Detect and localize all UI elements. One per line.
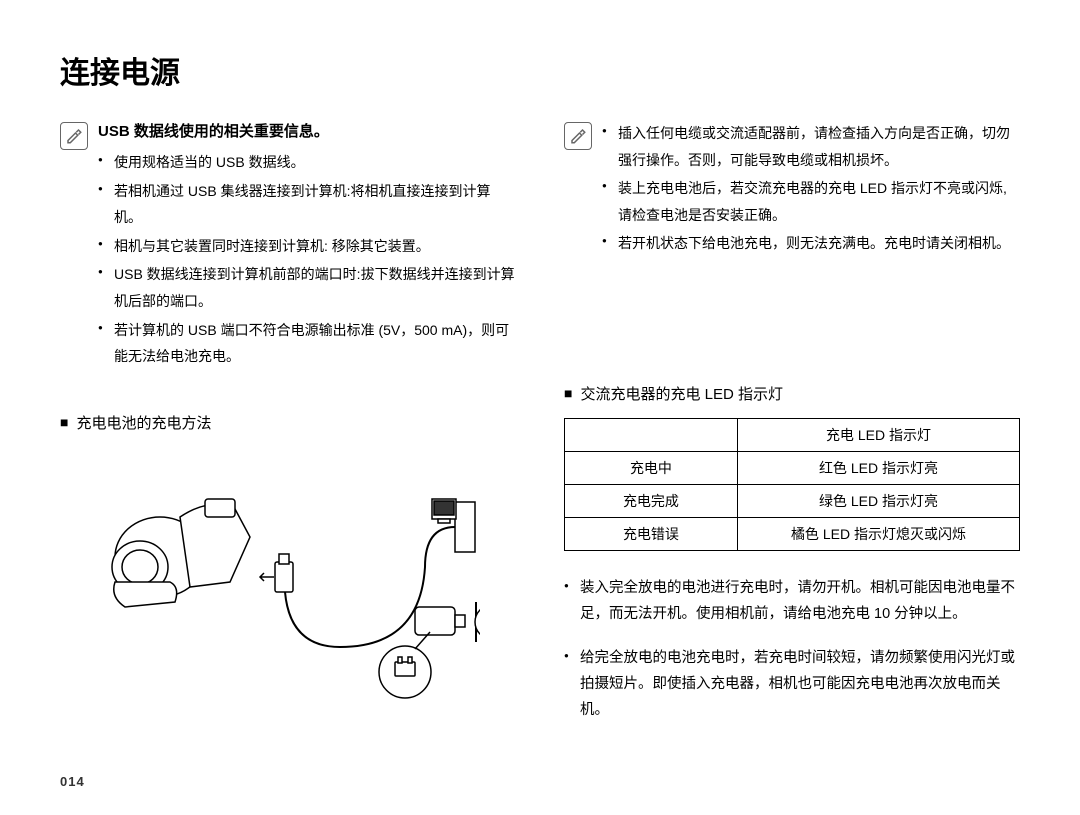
list-item: 装上充电电池后，若交流充电器的充电 LED 指示灯不亮或闪烁,请检查电池是否安装… xyxy=(602,175,1020,228)
table-row: 充电 LED 指示灯 xyxy=(565,418,1020,451)
right-column: 插入任何电缆或交流适配器前，请检查插入方向是否正确，切勿强行操作。否则，可能导致… xyxy=(564,120,1020,741)
heading-text: 充电电池的充电方法 xyxy=(76,412,211,433)
list-item: 使用规格适当的 USB 数据线。 xyxy=(98,149,516,176)
list-item: 给完全放电的电池充电时，若充电时间较短，请勿频繁使用闪光灯或拍摄短片。即使插入充… xyxy=(564,645,1020,723)
camera-charging-diagram xyxy=(60,447,480,707)
list-item: 相机与其它装置同时连接到计算机: 移除其它装置。 xyxy=(98,233,516,260)
usb-bullet-list: 使用规格适当的 USB 数据线。 若相机通过 USB 集线器连接到计算机:将相机… xyxy=(98,149,516,370)
usb-notice-title: USB 数据线使用的相关重要信息。 xyxy=(98,120,516,141)
table-cell: 红色 LED 指示灯亮 xyxy=(737,451,1019,484)
heading-text: 交流充电器的充电 LED 指示灯 xyxy=(580,383,783,404)
table-row: 充电错误 橘色 LED 指示灯熄灭或闪烁 xyxy=(565,517,1020,550)
led-indicator-table: 充电 LED 指示灯 充电中 红色 LED 指示灯亮 充电完成 绿色 LED 指… xyxy=(564,418,1020,551)
list-item: 若开机状态下给电池充电，则无法充满电。充电时请关闭相机。 xyxy=(602,230,1020,257)
page-number: 014 xyxy=(60,774,85,789)
charge-method-heading: 充电电池的充电方法 xyxy=(60,412,516,433)
page-title: 连接电源 xyxy=(60,48,1020,92)
table-cell: 充电错误 xyxy=(565,517,738,550)
cable-bullet-list: 插入任何电缆或交流适配器前，请检查插入方向是否正确，切勿强行操作。否则，可能导致… xyxy=(602,120,1020,257)
cable-notice-box: 插入任何电缆或交流适配器前，请检查插入方向是否正确，切勿强行操作。否则，可能导致… xyxy=(564,120,1020,259)
usb-notice-box: USB 数据线使用的相关重要信息。 使用规格适当的 USB 数据线。 若相机通过… xyxy=(60,120,516,372)
list-item: 装入完全放电的电池进行充电时，请勿开机。相机可能因电池电量不足，而无法开机。使用… xyxy=(564,575,1020,627)
table-header-cell: 充电 LED 指示灯 xyxy=(737,418,1019,451)
list-item: USB 数据线连接到计算机前部的端口时:拔下数据线并连接到计算机后部的端口。 xyxy=(98,261,516,314)
list-item: 若相机通过 USB 集线器连接到计算机:将相机直接连接到计算机。 xyxy=(98,178,516,231)
table-row: 充电中 红色 LED 指示灯亮 xyxy=(565,451,1020,484)
list-item: 若计算机的 USB 端口不符合电源输出标准 (5V，500 mA)，则可能无法给… xyxy=(98,317,516,370)
additional-notes-list: 装入完全放电的电池进行充电时，请勿开机。相机可能因电池电量不足，而无法开机。使用… xyxy=(564,575,1020,723)
table-cell: 充电完成 xyxy=(565,484,738,517)
table-row: 充电完成 绿色 LED 指示灯亮 xyxy=(565,484,1020,517)
led-heading: 交流充电器的充电 LED 指示灯 xyxy=(564,383,1020,404)
table-cell: 充电中 xyxy=(565,451,738,484)
pencil-note-icon xyxy=(60,122,88,150)
table-header-cell xyxy=(565,418,738,451)
pencil-note-icon xyxy=(564,122,592,150)
left-column: USB 数据线使用的相关重要信息。 使用规格适当的 USB 数据线。 若相机通过… xyxy=(60,120,516,741)
table-cell: 橘色 LED 指示灯熄灭或闪烁 xyxy=(737,517,1019,550)
table-cell: 绿色 LED 指示灯亮 xyxy=(737,484,1019,517)
two-column-layout: USB 数据线使用的相关重要信息。 使用规格适当的 USB 数据线。 若相机通过… xyxy=(60,120,1020,741)
list-item: 插入任何电缆或交流适配器前，请检查插入方向是否正确，切勿强行操作。否则，可能导致… xyxy=(602,120,1020,173)
